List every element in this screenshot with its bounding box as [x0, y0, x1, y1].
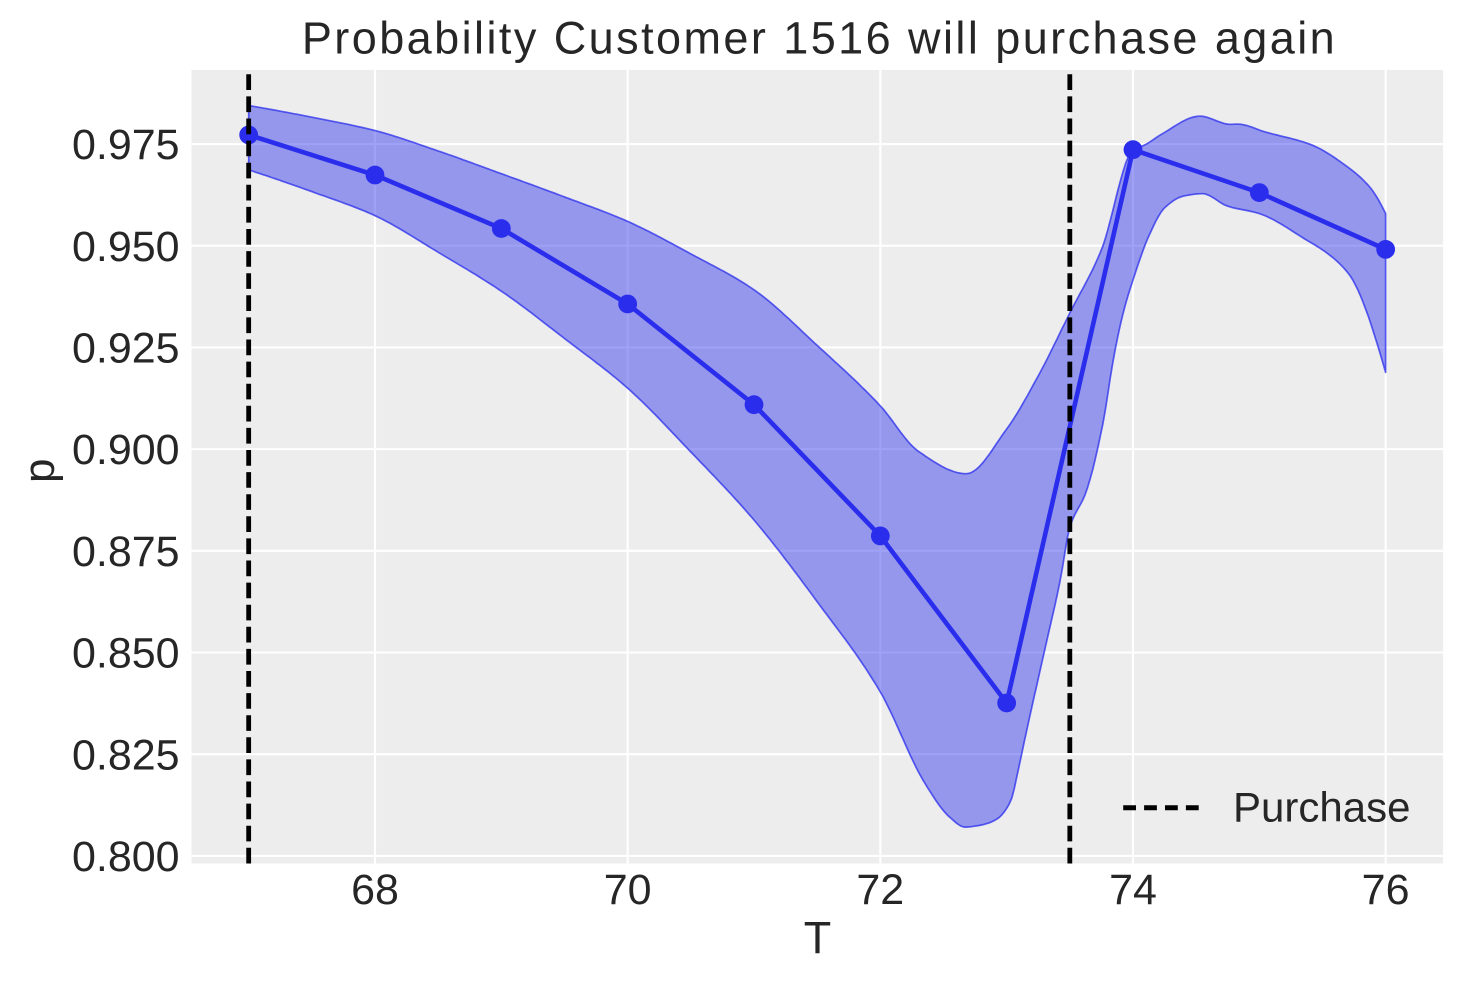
svg-text:0.950: 0.950	[72, 223, 180, 271]
svg-text:0.850: 0.850	[72, 630, 180, 678]
svg-text:72: 72	[856, 866, 904, 914]
svg-text:68: 68	[351, 866, 399, 914]
svg-text:0.825: 0.825	[72, 731, 180, 779]
svg-text:74: 74	[1109, 866, 1157, 914]
svg-text:70: 70	[604, 866, 652, 914]
svg-text:0.925: 0.925	[72, 325, 180, 373]
svg-text:0.875: 0.875	[72, 528, 180, 576]
svg-text:0.975: 0.975	[72, 121, 180, 169]
svg-text:p: p	[15, 459, 64, 483]
svg-text:T: T	[804, 912, 832, 963]
svg-text:0.900: 0.900	[72, 426, 180, 474]
svg-text:Probability Customer 1516 will: Probability Customer 1516 will purchase …	[302, 13, 1337, 64]
svg-text:76: 76	[1362, 866, 1410, 914]
svg-text:0.800: 0.800	[72, 833, 180, 881]
svg-text:Purchase: Purchase	[1233, 784, 1410, 831]
